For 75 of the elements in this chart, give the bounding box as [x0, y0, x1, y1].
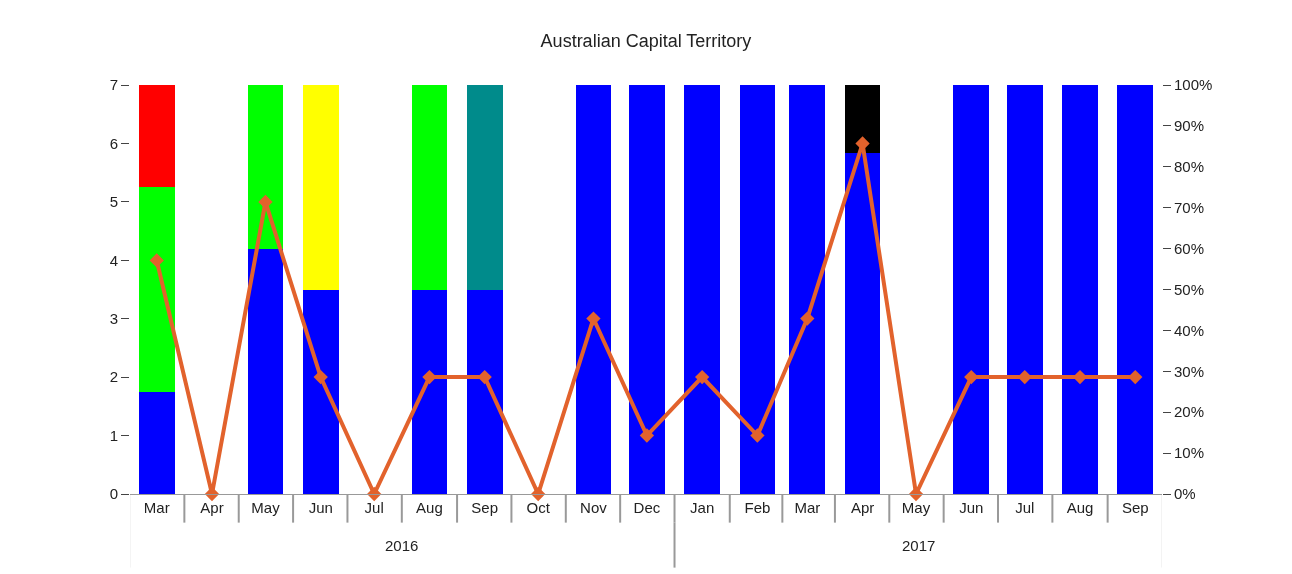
bar [247, 248, 284, 494]
x-tick-label: Jun [308, 499, 333, 516]
y2-tick-label: 100% [1174, 76, 1213, 94]
text: 2016 [385, 537, 419, 554]
y-tick-label: 5 [109, 193, 118, 211]
y-tick-label: 0 [109, 485, 118, 503]
x-tick-label: Aug [1066, 499, 1094, 516]
x-tick-label: Aug [416, 499, 443, 516]
chart-title: Australian Capital Territory [540, 31, 752, 52]
x-tick-label: Feb [744, 499, 771, 516]
bar [1117, 85, 1154, 494]
y2-tick-label: 40% [1174, 321, 1205, 339]
y-tick-label: 7 [109, 76, 118, 94]
x-tick-label: Apr [850, 499, 875, 516]
y2-tick-label: 80% [1174, 158, 1205, 176]
x-tick-label: Mar [794, 499, 821, 516]
bar [466, 289, 503, 494]
bar [138, 85, 175, 188]
x-tick-label: Mar [143, 499, 170, 516]
y2-tick-label: 0% [1174, 485, 1196, 503]
bar [466, 85, 503, 290]
bar [629, 85, 665, 494]
bar [138, 187, 175, 392]
y2-tick-label: 10% [1174, 444, 1205, 462]
bar [844, 153, 881, 494]
point [750, 428, 765, 443]
y2-tick-label: 50% [1174, 280, 1205, 298]
bar [789, 85, 826, 494]
y2-tick-label: 30% [1174, 362, 1205, 380]
point [964, 369, 979, 385]
point [1017, 369, 1032, 385]
bar [302, 289, 339, 494]
bar [684, 85, 720, 494]
x-tick-label: Oct [526, 499, 551, 516]
x-tick-label: Apr [200, 499, 224, 516]
y2-tick-label: 70% [1174, 198, 1205, 216]
point [639, 428, 655, 443]
bar [411, 85, 448, 290]
point [149, 253, 164, 268]
y-tick-label: 3 [109, 309, 118, 327]
bar [739, 85, 776, 494]
bar [1006, 85, 1043, 494]
bar [953, 85, 990, 494]
bar [247, 85, 284, 249]
x-tick-label: Jul [1015, 499, 1035, 516]
point [586, 311, 601, 326]
x-tick-label: Dec [633, 499, 661, 516]
y-tick-label: 1 [109, 426, 118, 444]
x-tick-label: Sep [1121, 499, 1149, 516]
x-tick-label: Jul [364, 499, 384, 516]
text: 2017 [902, 537, 936, 554]
x-tick-label: May [251, 499, 281, 516]
bar [844, 85, 881, 154]
y2-tick-label: 20% [1174, 403, 1205, 421]
x-tick-label: Jan [690, 499, 715, 516]
bar [575, 85, 612, 494]
x-tick-label: May [901, 499, 931, 516]
point [313, 369, 328, 385]
point [477, 369, 492, 385]
x-tick-label: Jun [959, 499, 984, 516]
y2-tick-label: 90% [1174, 117, 1205, 135]
bar [1062, 85, 1098, 494]
y-tick-label: 2 [109, 368, 118, 386]
point [695, 369, 710, 385]
point [422, 369, 437, 385]
bar [138, 391, 175, 494]
x-tick-label: Sep [471, 499, 499, 516]
y-tick-label: 6 [109, 134, 118, 152]
bar [302, 85, 339, 290]
y-tick-label: 4 [109, 251, 118, 269]
point [1128, 369, 1143, 385]
x-tick-label: Nov [580, 499, 608, 516]
point [800, 311, 815, 326]
bar [411, 289, 448, 494]
y2-tick-label: 60% [1174, 239, 1205, 257]
